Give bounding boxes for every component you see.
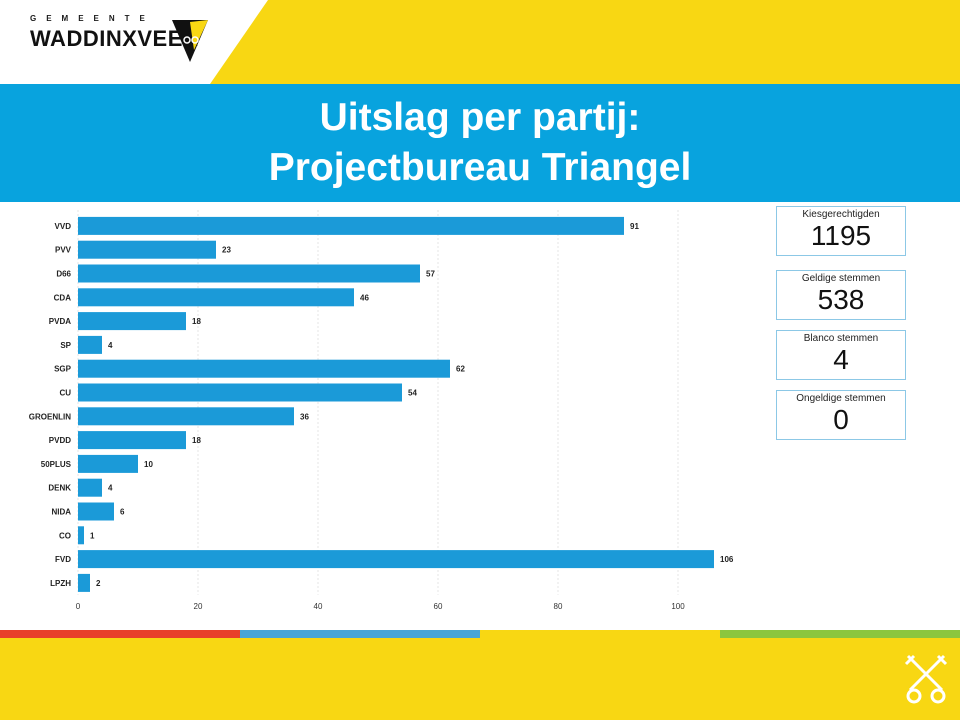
category-label: LPZH <box>50 579 71 588</box>
x-tick-label: 20 <box>194 602 203 611</box>
page-title-line2: Projectbureau Triangel <box>268 146 692 189</box>
value-label: 36 <box>300 412 309 421</box>
stat-value: 4 <box>833 344 849 375</box>
x-tick-label: 40 <box>314 602 323 611</box>
bar <box>78 383 402 402</box>
bar <box>78 216 624 235</box>
stat-card-kiesgerechtigden: Kiesgerechtigden 1195 <box>776 206 906 256</box>
stat-label: Geldige stemmen <box>801 273 881 284</box>
x-tick-label: 0 <box>76 602 81 611</box>
stripe-red <box>0 630 240 638</box>
category-label: D66 <box>56 270 71 279</box>
stat-value: 1195 <box>810 220 872 251</box>
bar <box>78 550 714 569</box>
stat-label: Blanco stemmen <box>803 333 879 344</box>
value-label: 6 <box>120 508 125 517</box>
bar <box>78 502 114 521</box>
x-tick-label: 60 <box>434 602 443 611</box>
bar <box>78 454 138 473</box>
value-label: 2 <box>96 579 101 588</box>
bar <box>78 359 450 378</box>
stat-card-blanco-stemmen: Blanco stemmen 4 <box>776 330 906 380</box>
bar <box>78 431 186 450</box>
category-label: VVD <box>55 222 72 231</box>
bar <box>78 526 84 545</box>
value-label: 23 <box>222 246 231 255</box>
value-label: 57 <box>426 270 435 279</box>
page-title-line1: Uitslag per partij: <box>319 96 641 139</box>
category-label: GROENLIN <box>29 412 71 421</box>
value-label: 4 <box>108 341 113 350</box>
category-label: FVD <box>55 555 71 564</box>
category-label: PVV <box>55 246 72 255</box>
stat-label: Ongeldige stemmen <box>796 393 886 404</box>
stripe-blue <box>240 630 480 638</box>
value-label: 62 <box>456 365 465 374</box>
value-label: 1 <box>90 531 95 540</box>
value-label: 4 <box>108 484 113 493</box>
category-label: DENK <box>48 484 71 493</box>
keys-crest-icon <box>904 654 948 704</box>
logo-emblem-icon <box>172 20 208 62</box>
waddinxveen-logo-icon: GEMEENTE WADDINXVEEN <box>30 14 199 52</box>
category-label: CO <box>59 531 71 540</box>
bar <box>78 288 354 307</box>
category-label: SGP <box>54 365 72 374</box>
value-label: 54 <box>408 389 417 398</box>
category-label: PVDA <box>49 317 71 326</box>
value-label: 46 <box>360 293 369 302</box>
x-tick-label: 80 <box>554 602 563 611</box>
bar <box>78 264 420 283</box>
bar <box>78 573 90 592</box>
value-label: 106 <box>720 555 734 564</box>
value-label: 18 <box>192 436 201 445</box>
category-label: CU <box>59 389 71 398</box>
bar <box>78 407 294 426</box>
footer-background <box>0 638 960 720</box>
bar <box>78 240 216 259</box>
bar <box>78 335 102 354</box>
stat-value: 0 <box>833 404 849 435</box>
stat-card-geldige-stemmen: Geldige stemmen 538 <box>776 270 906 320</box>
stat-card-ongeldige-stemmen: Ongeldige stemmen 0 <box>776 390 906 440</box>
title-banner: Uitslag per partij: Projectbureau Triang… <box>0 84 960 202</box>
logo-subtitle: GEMEENTE <box>30 14 155 23</box>
category-label: SP <box>60 341 71 350</box>
value-label: 18 <box>192 317 201 326</box>
stat-label: Kiesgerechtigden <box>802 209 880 220</box>
bar <box>78 312 186 331</box>
logo-title: WADDINXVEEN <box>30 26 200 51</box>
color-stripes <box>0 630 960 638</box>
category-label: NIDA <box>51 508 71 517</box>
category-label: CDA <box>54 293 72 302</box>
value-label: 91 <box>630 222 639 231</box>
category-label: 50PLUS <box>41 460 72 469</box>
stripe-green <box>720 630 960 638</box>
x-tick-label: 100 <box>671 602 685 611</box>
stripe-yellow <box>480 630 720 638</box>
bar <box>78 478 102 497</box>
value-label: 10 <box>144 460 153 469</box>
stat-value: 538 <box>817 284 865 315</box>
category-label: PVDD <box>49 436 71 445</box>
